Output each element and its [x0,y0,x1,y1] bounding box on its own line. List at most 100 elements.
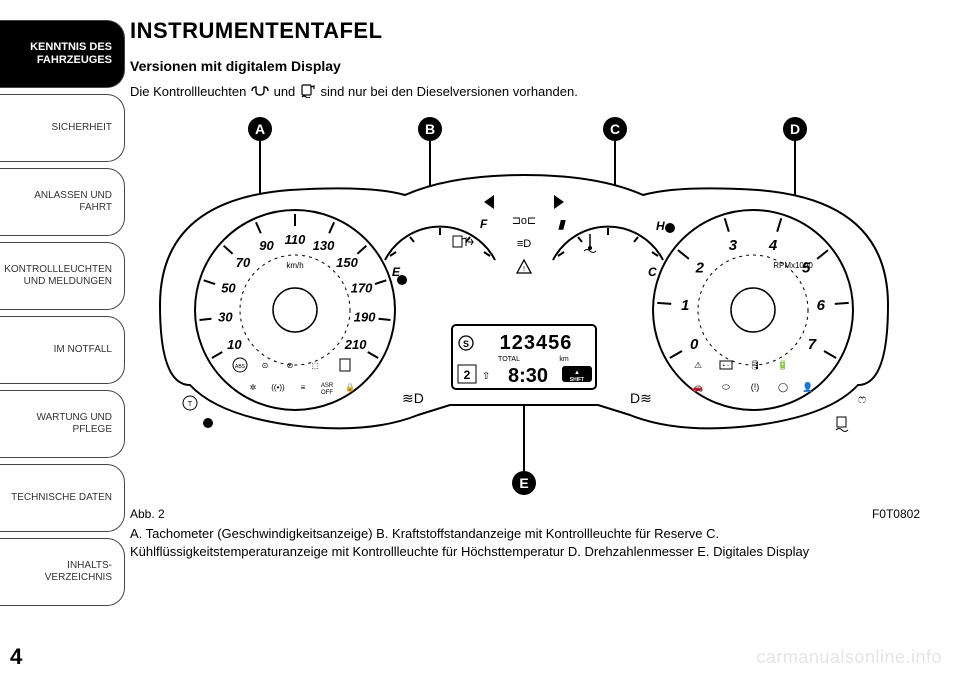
svg-text:170: 170 [351,280,373,295]
svg-text:(!): (!) [751,382,760,392]
watermark: carmanualsonline.info [756,647,942,668]
fuel-f: F [480,217,488,231]
svg-text:D≋: D≋ [630,390,652,406]
svg-text:6: 6 [817,297,826,314]
display-odo: 123456 [500,332,573,354]
svg-text:T: T [188,401,193,408]
sidebar-item-technische[interactable]: TECHNISCHE DATEN [0,464,125,532]
figure: A B C D E [130,105,920,505]
page-title: INSTRUMENTENTAFEL [130,18,940,44]
svg-text:130: 130 [313,238,335,253]
svg-text:ASR: ASR [321,383,334,389]
sidebar-item-notfall[interactable]: IM NOTFALL [0,316,125,384]
temp-warning-light-icon [665,223,675,233]
callout-c: C [610,121,620,137]
callout-a: A [255,121,265,137]
page-number: 4 [10,644,22,670]
svg-text:90: 90 [259,238,274,253]
sidebar: KENNTNIS DESFAHRZEUGES SICHERHEIT ANLASS… [0,20,125,612]
intro-pre: Die Kontrollleuchten [130,84,250,99]
sidebar-item-label: KONTROLLLEUCHTENUND MELDUNGEN [4,264,112,288]
sidebar-item-label: KENNTNIS DESFAHRZEUGES [30,41,112,67]
svg-text:👤: 👤 [802,381,813,392]
svg-text:🔋: 🔋 [777,359,788,370]
trip-reset-icon: T [183,396,197,410]
svg-text:⇧: ⇧ [482,371,490,382]
digital-display: S 123456 TOTAL km 2 ⇧ 8:30 ▲ SHIFT [452,325,596,389]
sidebar-item-kenntnis[interactable]: KENNTNIS DESFAHRZEUGES [0,20,125,88]
svg-text:⊘: ⊘ [287,361,294,370]
water-in-fuel-icon [299,84,317,101]
svg-text:!: ! [523,266,525,273]
svg-text:210: 210 [344,337,367,352]
svg-text:🚗: 🚗 [692,382,703,392]
temp-c: C [648,265,657,279]
svg-text:≡D: ≡D [517,238,531,250]
sidebar-item-sicherheit[interactable]: SICHERHEIT [0,94,125,162]
rear-fog-icon: D≋ [630,390,652,406]
callout-e: E [519,475,528,491]
svg-text:OFF: OFF [321,390,333,396]
tachometer-gauge: 01234567 RPMx1000 ⚠ + − 🛢 🔋 🚗 ⬭ (!) ◯ 👤 [653,210,853,410]
dimmer-icon [203,418,213,428]
glowplug-panel-icon: ෆ [858,392,866,406]
svg-text:7: 7 [808,336,817,353]
speedo-unit: km/h [286,261,303,270]
figure-caption-right: F0T0802 [872,507,920,521]
svg-text:🔒: 🔒 [345,383,355,392]
svg-text:🛢: 🛢 [749,360,760,370]
svg-text:◯: ◯ [778,382,788,393]
display-s-icon: S [463,339,469,349]
svg-text:ෆ: ෆ [858,392,866,406]
sidelights-icon: ⊐o⊏ [512,215,537,227]
front-fog-icon: ≋D [402,390,424,406]
temp-h: H [656,219,665,233]
content: INSTRUMENTENTAFEL Versionen mit digitale… [130,18,940,560]
svg-text:70: 70 [236,255,251,270]
sidebar-item-label: INHALTS-VERZEICHNIS [45,560,112,584]
svg-text:2: 2 [695,260,705,277]
svg-text:⊙: ⊙ [262,361,269,370]
speedometer-gauge: 1030507090110130150170190210 km/h ABS ⊙ … [195,210,395,410]
intro-text: Die Kontrollleuchten und sind nur bei de… [130,84,940,101]
display-odo-label-right: km [559,356,569,363]
glowplug-icon [250,85,270,100]
svg-text:190: 190 [354,309,376,324]
sidebar-item-wartung[interactable]: WARTUNG UNDPFLEGE [0,390,125,458]
sidebar-item-kontrollleuchten[interactable]: KONTROLLLEUCHTENUND MELDUNGEN [0,242,125,310]
intro-post: sind nur bei den Dieselversionen vorhand… [321,84,578,99]
figure-caption-row: Abb. 2 F0T0802 [130,507,920,521]
sidebar-item-label: IM NOTFALL [54,344,112,356]
svg-text:10: 10 [227,337,242,352]
svg-text:0: 0 [690,336,699,353]
intro-mid: und [274,84,299,99]
page-subtitle: Versionen mit digitalem Display [130,58,940,74]
svg-text:4: 4 [768,237,778,254]
sidebar-item-inhalt[interactable]: INHALTS-VERZEICHNIS [0,538,125,606]
fuel-reserve-light-icon [397,275,407,285]
display-shift: SHIFT [570,377,584,383]
sidebar-item-label: TECHNISCHE DATEN [11,492,112,504]
svg-text:✲: ✲ [250,383,257,392]
figure-caption-left: Abb. 2 [130,507,165,521]
tacho-unit: RPMx1000 [773,261,813,270]
callout-b: B [425,121,435,137]
svg-text:110: 110 [285,232,306,247]
svg-text:⬭: ⬭ [722,382,730,392]
display-gear: 2 [464,368,471,382]
water-in-fuel-panel-icon [836,417,848,432]
display-odo-label-left: TOTAL [498,356,520,363]
sidebar-item-anlassen[interactable]: ANLASSEN UNDFAHRT [0,168,125,236]
figure-description: A. Tachometer (Geschwindigkeitsanzeige) … [130,525,920,560]
svg-text:ABS: ABS [235,364,246,370]
svg-text:≋D: ≋D [402,390,424,406]
svg-text:+ −: + − [722,363,729,369]
callout-d: D [790,121,800,137]
svg-text:1: 1 [681,297,689,314]
sidebar-item-label: SICHERHEIT [51,122,112,134]
sidebar-item-label: WARTUNG UNDPFLEGE [36,412,112,436]
svg-text:50: 50 [221,280,236,295]
svg-text:≡: ≡ [301,383,306,392]
svg-text:⊐o⊏: ⊐o⊏ [512,215,537,227]
svg-text:⬚: ⬚ [311,361,319,370]
